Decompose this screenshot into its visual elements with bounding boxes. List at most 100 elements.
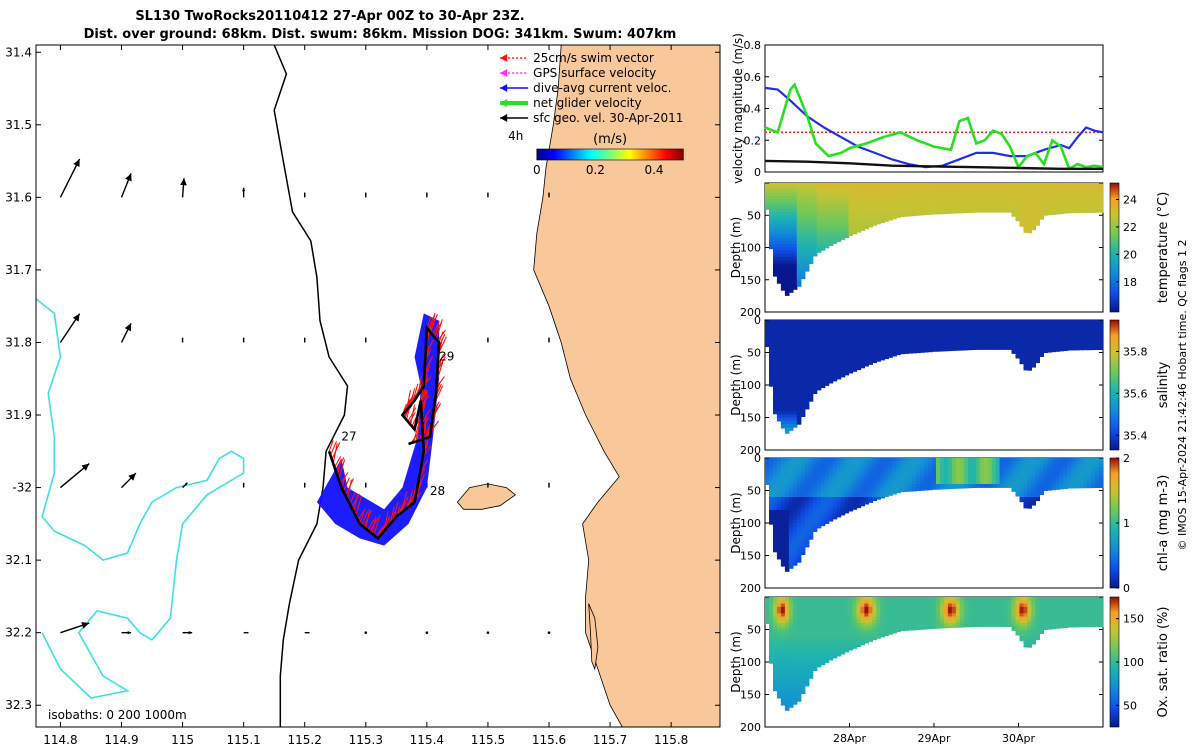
section-cell [880, 189, 885, 193]
section-cell [1004, 209, 1009, 213]
section-cell [781, 254, 786, 258]
section-cell [996, 189, 1001, 193]
section-cell [932, 487, 937, 490]
section-cell [1039, 189, 1044, 193]
section-cell [876, 636, 881, 639]
colorbar-tick-label: 0.4 [644, 163, 663, 177]
section-cell [916, 212, 921, 216]
section-cell [1039, 356, 1044, 357]
section-cell [864, 202, 869, 206]
section-cell [833, 517, 838, 520]
section-cell [868, 212, 873, 216]
section-cell [1039, 494, 1044, 495]
section-cell [817, 202, 822, 206]
section-cell [916, 349, 921, 353]
section-cell [920, 487, 925, 491]
section-cell [777, 283, 782, 284]
section-cell [845, 510, 850, 513]
section-cell [892, 633, 897, 634]
section-cell [769, 189, 774, 193]
section-cell [896, 353, 901, 356]
section-cell [1039, 202, 1044, 206]
section-cell [892, 356, 897, 357]
section-cell [801, 225, 806, 229]
section-cell [797, 698, 802, 702]
section-cell [884, 633, 889, 636]
section-cell [1095, 487, 1100, 488]
section-cell [825, 238, 830, 242]
section-cell [793, 424, 798, 428]
section-cell [972, 202, 977, 206]
section-cell [984, 202, 989, 206]
legend-arrowhead [500, 54, 507, 62]
section-cell [797, 421, 802, 425]
section-cell [781, 704, 786, 705]
section-cell [1000, 484, 1005, 488]
colorbar-tick-label: 2 [1123, 452, 1130, 465]
section-cell [769, 212, 774, 216]
section-cell [785, 202, 790, 206]
section-colorbar-label: chl-a (mg m-3) [1156, 475, 1171, 572]
section-cell [829, 212, 834, 216]
section-cell [928, 487, 933, 490]
section-cell [912, 353, 917, 354]
section-cell [845, 372, 850, 375]
section-cell [769, 523, 774, 525]
section-cell [1031, 366, 1036, 368]
section-y-tick-label: 50 [747, 209, 761, 222]
current-arrow [364, 631, 367, 634]
section-cell [948, 202, 953, 206]
section-cell [980, 484, 985, 488]
section-y-label: Depth (m) [729, 354, 743, 415]
section-cell [837, 202, 842, 206]
section-cell [996, 202, 1001, 206]
section-cell [813, 392, 818, 395]
section-cell [1055, 202, 1060, 206]
current-arrow-head [180, 178, 187, 185]
section-cell [864, 366, 869, 367]
map-x-tick-label: 115.6 [532, 733, 566, 747]
section-cell [1047, 487, 1052, 490]
section-cell [809, 189, 814, 193]
section-cell [837, 656, 842, 657]
section-cell [1012, 189, 1017, 193]
scale-label: 4h [508, 129, 523, 143]
section-cell [988, 202, 993, 206]
section-cell [853, 189, 858, 193]
section-cell [857, 231, 862, 232]
section-cell [1087, 349, 1092, 350]
section-cell [793, 238, 798, 242]
section-cell [864, 212, 869, 216]
section-cell [944, 349, 949, 351]
section-cell [1051, 349, 1056, 352]
section-cell [876, 222, 881, 225]
section-y-tick-label: 50 [747, 485, 761, 498]
section-y-label: Depth (m) [729, 492, 743, 553]
section-cell [765, 484, 770, 485]
section-cell [785, 212, 790, 216]
section-cell [813, 238, 818, 242]
figure-title-line2: Dist. over ground: 68km. Dist. swum: 86k… [84, 27, 677, 42]
section-cell [841, 238, 846, 240]
section-cell [912, 189, 917, 193]
section-cell [964, 212, 969, 213]
section-cell [972, 487, 977, 488]
section-cell [872, 639, 877, 640]
section-cell [872, 225, 877, 226]
section-cell [904, 353, 909, 354]
section-cell [932, 202, 937, 206]
section-cell [904, 189, 909, 193]
section-cell [996, 346, 1001, 350]
section-cell [785, 225, 790, 229]
section-cell [849, 212, 854, 216]
section-cell [972, 349, 977, 350]
section-cell [1031, 202, 1036, 206]
section-cell [769, 238, 774, 242]
section-cell [825, 189, 830, 193]
section-cell [1095, 189, 1100, 193]
section-cell [1071, 189, 1076, 193]
section-cell [896, 189, 901, 193]
section-cell [916, 202, 921, 206]
section-y-tick-label: 150 [740, 412, 761, 425]
